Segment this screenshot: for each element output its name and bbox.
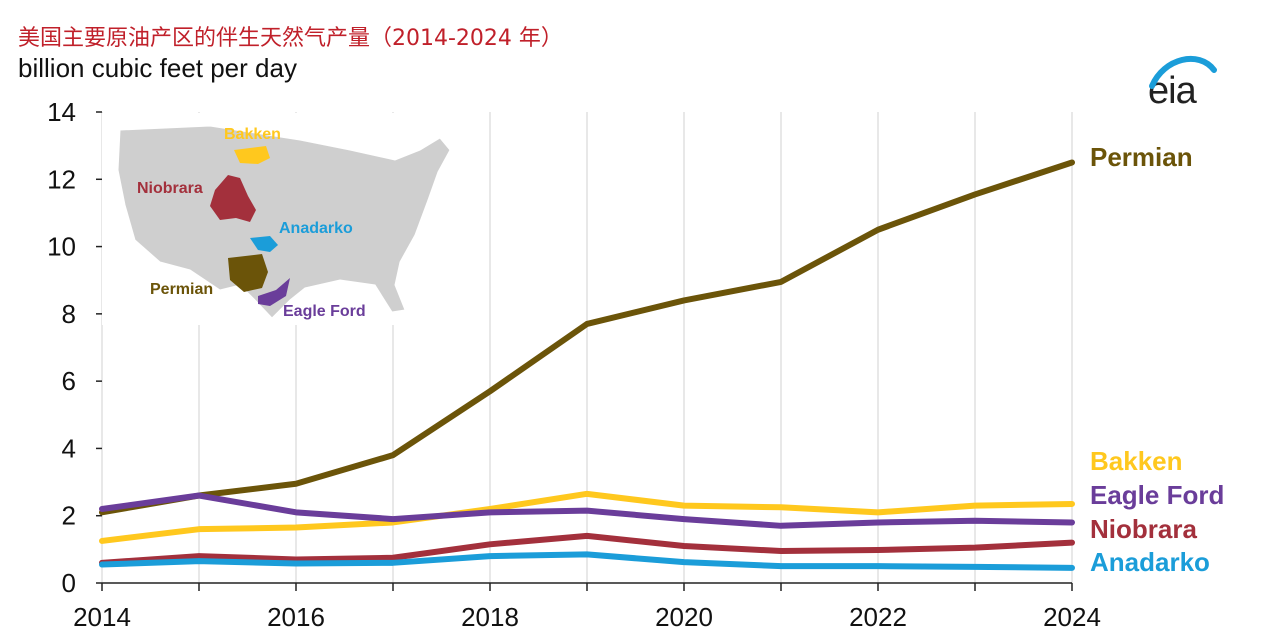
y-tick-label-4: 4	[62, 433, 76, 463]
inset-map: Bakken Niobrara Anadarko Permian Eagle Ford	[102, 113, 470, 325]
x-tick-label-2018: 2018	[461, 602, 519, 632]
axes: 0 2 4 6 8 10 12 14 2014 2016 2018 2020 2022 2024	[47, 97, 1101, 632]
x-tick-label-2022: 2022	[849, 602, 907, 632]
y-tick-label-14: 14	[47, 97, 76, 127]
x-tick-label-2014: 2014	[73, 602, 131, 632]
map-label-niobrara: Niobrara	[137, 180, 203, 197]
map-region-bakken	[234, 146, 270, 164]
series-label-anadarko: Anadarko	[1090, 547, 1210, 577]
series-lines	[99, 159, 1075, 571]
map-label-permian: Permian	[150, 281, 213, 298]
x-tick-label-2020: 2020	[655, 602, 713, 632]
x-tick-label-2024: 2024	[1043, 602, 1101, 632]
x-tick-label-2016: 2016	[267, 602, 325, 632]
y-tick-label-0: 0	[62, 568, 76, 598]
y-tick-label-6: 6	[62, 366, 76, 396]
map-region-eagle-ford	[258, 278, 290, 306]
map-region-anadarko	[250, 236, 278, 252]
y-tick-label-8: 8	[62, 299, 76, 329]
map-label-bakken: Bakken	[224, 126, 281, 143]
map-label-anadarko: Anadarko	[279, 220, 353, 237]
series-label-niobrara: Niobrara	[1090, 514, 1197, 544]
eia-logo-swoosh-icon	[1149, 55, 1217, 89]
chart-title: 美国主要原油产区的伴生天然气产量（2014-2024 年）	[18, 26, 563, 51]
series-label-bakken: Bakken	[1090, 446, 1183, 476]
map-region-niobrara	[210, 175, 256, 222]
y-tick-label-10: 10	[47, 232, 76, 262]
series-label-permian: Permian	[1090, 142, 1193, 172]
y-axis-units-label: billion cubic feet per day	[18, 53, 297, 83]
y-tick-label-2: 2	[62, 501, 76, 531]
us-map-silhouette	[117, 125, 451, 319]
eia-logo: eia	[1148, 55, 1217, 113]
series-label-eagle-ford: Eagle Ford	[1090, 480, 1224, 510]
y-tick-label-12: 12	[47, 164, 76, 194]
map-region-permian	[228, 254, 268, 292]
map-label-eagle-ford: Eagle Ford	[283, 303, 366, 320]
